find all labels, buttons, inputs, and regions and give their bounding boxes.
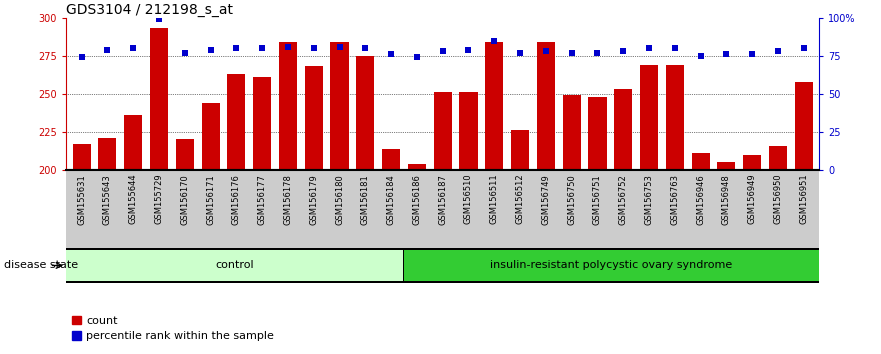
Text: GSM156752: GSM156752 [618, 174, 628, 224]
Bar [175, 139, 194, 170]
Text: GSM156179: GSM156179 [309, 174, 318, 224]
Text: GSM155729: GSM155729 [154, 174, 164, 224]
Text: GSM156187: GSM156187 [438, 174, 448, 225]
Bar [692, 153, 710, 170]
Bar [279, 42, 297, 170]
Text: GSM156512: GSM156512 [515, 174, 524, 224]
Text: GSM156176: GSM156176 [232, 174, 241, 225]
Bar [589, 97, 606, 170]
Bar [382, 149, 400, 170]
Bar [795, 82, 813, 170]
Text: GSM156753: GSM156753 [645, 174, 654, 225]
Bar [563, 95, 581, 170]
Text: GSM156170: GSM156170 [181, 174, 189, 224]
Legend: count, percentile rank within the sample: count, percentile rank within the sample [71, 315, 274, 341]
Bar [666, 65, 684, 170]
Text: GSM156511: GSM156511 [490, 174, 499, 224]
Text: GSM156181: GSM156181 [361, 174, 370, 224]
Bar [227, 74, 246, 170]
Text: GSM156510: GSM156510 [464, 174, 473, 224]
Bar [614, 89, 633, 170]
Text: GSM156949: GSM156949 [748, 174, 757, 224]
Bar [253, 77, 271, 170]
Bar [433, 92, 452, 170]
Text: GSM156178: GSM156178 [284, 174, 292, 225]
Bar [150, 28, 168, 170]
Bar [717, 162, 736, 170]
Text: GSM155643: GSM155643 [103, 174, 112, 224]
Bar [769, 145, 787, 170]
Bar [72, 144, 91, 170]
Bar [124, 115, 142, 170]
Text: GSM156171: GSM156171 [206, 174, 215, 224]
Text: GSM156950: GSM156950 [774, 174, 782, 224]
Text: GSM156180: GSM156180 [335, 174, 344, 224]
Text: GSM156948: GSM156948 [722, 174, 731, 224]
Bar [408, 164, 426, 170]
Bar [744, 155, 761, 170]
Text: GSM156951: GSM156951 [799, 174, 809, 224]
Bar [202, 103, 219, 170]
Bar [305, 67, 322, 170]
Bar [640, 65, 658, 170]
Text: insulin-resistant polycystic ovary syndrome: insulin-resistant polycystic ovary syndr… [491, 261, 733, 270]
Text: GSM156946: GSM156946 [696, 174, 705, 224]
Text: GSM156751: GSM156751 [593, 174, 602, 224]
Text: GSM156184: GSM156184 [387, 174, 396, 224]
Bar [537, 42, 555, 170]
Bar [66, 250, 403, 281]
Bar [330, 42, 349, 170]
Bar [485, 42, 503, 170]
Text: GSM155631: GSM155631 [77, 174, 86, 224]
Bar [511, 130, 529, 170]
Text: GSM156763: GSM156763 [670, 174, 679, 225]
Text: disease state: disease state [4, 261, 78, 270]
Bar [99, 138, 116, 170]
Text: GSM156750: GSM156750 [567, 174, 576, 224]
Text: GDS3104 / 212198_s_at: GDS3104 / 212198_s_at [66, 3, 233, 17]
Text: GSM156749: GSM156749 [542, 174, 551, 224]
Bar [404, 250, 819, 281]
Bar [356, 56, 374, 170]
Text: control: control [216, 261, 255, 270]
Text: GSM155644: GSM155644 [129, 174, 137, 224]
Text: GSM156177: GSM156177 [257, 174, 267, 225]
Text: GSM156186: GSM156186 [412, 174, 421, 225]
Bar [460, 92, 478, 170]
